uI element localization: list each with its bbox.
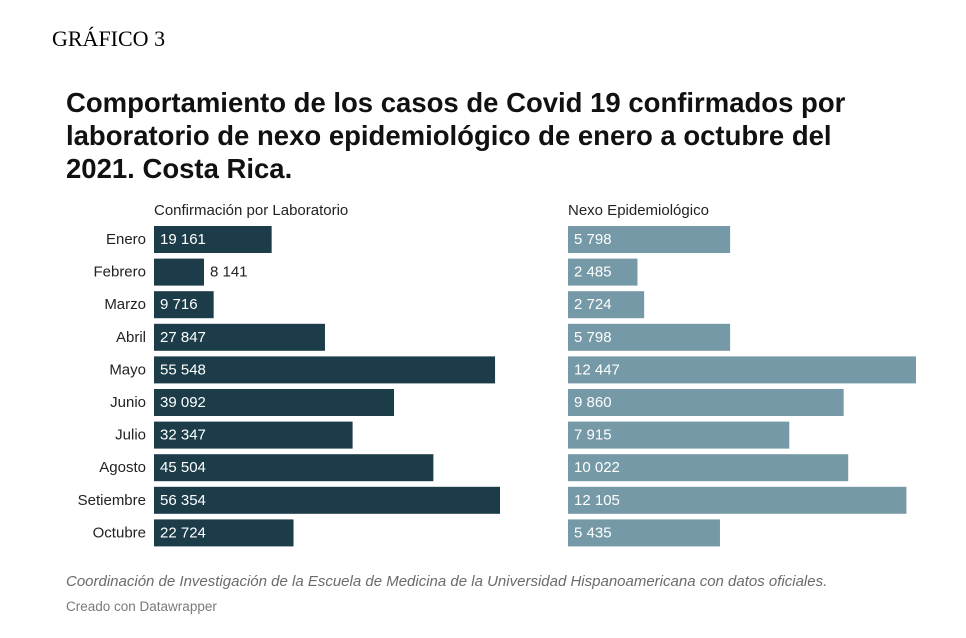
value-label-s0-0: 19 161: [160, 231, 206, 248]
value-label-s0-1: 8 141: [210, 264, 248, 281]
bar-s0-5: [154, 389, 395, 416]
category-label-3: Abril: [116, 329, 146, 346]
bar-s0-3: [154, 323, 325, 351]
value-label-s0-8: 56 354: [160, 492, 206, 509]
value-label-s1-5: 9 860: [574, 394, 612, 411]
bar-s1-9: [568, 519, 720, 547]
value-label-s0-3: 27 847: [160, 329, 206, 346]
value-label-s1-0: 5 798: [574, 231, 612, 248]
value-label-s0-6: 32 347: [160, 427, 206, 444]
value-label-s0-5: 39 092: [160, 394, 206, 411]
bar-s1-2: [568, 291, 645, 319]
bar-s0-6: [154, 421, 353, 449]
value-label-s1-3: 5 798: [574, 329, 612, 346]
bar-s1-7: [568, 454, 849, 482]
category-label-6: Julio: [115, 427, 146, 444]
bar-s1-4: [568, 356, 916, 384]
bar-s1-6: [568, 421, 790, 449]
bar-s0-0: [154, 226, 272, 253]
value-label-s1-6: 7 915: [574, 427, 612, 444]
value-label-s1-2: 2 724: [574, 296, 612, 313]
value-label-s1-9: 5 435: [574, 524, 612, 541]
category-label-4: Mayo: [109, 361, 146, 378]
value-label-s1-7: 10 022: [574, 459, 620, 476]
bar-s0-7: [154, 454, 434, 482]
category-label-1: Febrero: [93, 264, 146, 281]
bar-s1-8: [568, 486, 907, 514]
value-label-s0-9: 22 724: [160, 524, 206, 541]
bar-s1-0: [568, 226, 731, 253]
value-label-s0-2: 9 716: [160, 296, 198, 313]
value-label-s0-7: 45 504: [160, 459, 206, 476]
bar-s1-3: [568, 323, 731, 351]
category-label-7: Agosto: [99, 459, 146, 476]
series-header-0: Confirmación por Laboratorio: [154, 202, 348, 219]
category-label-8: Setiembre: [78, 492, 146, 509]
value-label-s1-1: 2 485: [574, 264, 612, 281]
bar-s0-1: [154, 258, 204, 286]
bar-s0-9: [154, 519, 294, 547]
figure-label: GRÁFICO 3: [52, 26, 166, 51]
category-label-2: Marzo: [104, 296, 146, 313]
series-header-1: Nexo Epidemiológico: [568, 202, 709, 219]
chart-title: Comportamiento de los casos de Covid 19 …: [66, 87, 846, 184]
category-label-0: Enero: [106, 231, 146, 248]
value-label-s1-4: 12 447: [574, 361, 620, 378]
bar-s1-1: [568, 258, 638, 286]
bar-s1-5: [568, 389, 844, 416]
bar-s0-4: [154, 356, 496, 384]
chart-source-note: Coordinación de Investigación de la Escu…: [66, 573, 828, 590]
chart-credit: Creado con Datawrapper: [66, 599, 217, 614]
value-label-s1-8: 12 105: [574, 492, 620, 509]
bar-s0-8: [154, 486, 500, 514]
bar-s0-2: [154, 291, 214, 319]
value-label-s0-4: 55 548: [160, 361, 206, 378]
category-label-5: Junio: [110, 394, 146, 411]
category-label-9: Octubre: [93, 524, 146, 541]
